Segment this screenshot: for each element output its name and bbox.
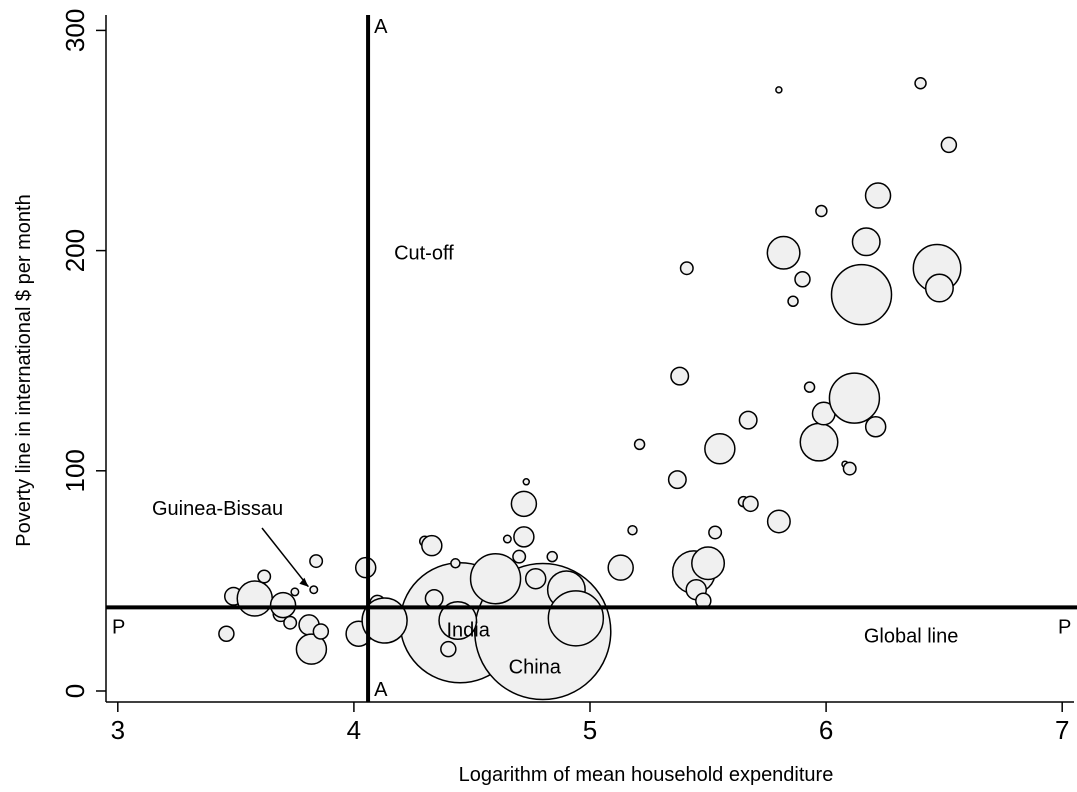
y-axis-title: Poverty line in international $ per mont…: [13, 194, 35, 546]
bubble-point: [794, 270, 811, 288]
bubble-point: [450, 558, 461, 569]
bubble-label-india: India: [446, 620, 490, 642]
bubble-point: [513, 526, 535, 548]
bubble-point: [766, 235, 801, 270]
bubble-point: [914, 77, 927, 90]
x-tick-label: 4: [347, 715, 361, 745]
bubble-point: [842, 461, 857, 476]
cutoff-annotation: Cut-off: [394, 242, 454, 264]
bubble-point: [815, 204, 828, 218]
bubble-point: [667, 470, 687, 490]
x-tick-label: 5: [583, 715, 597, 745]
bubble-point: [312, 623, 330, 640]
bubble-point: [269, 591, 297, 619]
x-tick-label: 3: [111, 715, 125, 745]
bubble-point: [864, 182, 892, 209]
bubble-label-china: China: [509, 657, 562, 679]
y-tick-label: 0: [60, 684, 90, 698]
bubble-point: [295, 633, 328, 665]
bubble-point: [607, 554, 634, 581]
bubble-point: [738, 410, 758, 430]
bubble-point: [742, 495, 759, 513]
bubble-point: [502, 534, 512, 544]
bubble-point: [787, 295, 799, 307]
global-label-left: P: [112, 616, 125, 638]
bubble-point: [775, 86, 783, 94]
y-tick-label: 100: [60, 449, 90, 492]
bubble-point: [438, 601, 478, 641]
axes: 3 4 5 6 7 0 100 200 300 Logarithm of mean househo…: [13, 9, 1074, 786]
bubble-layer: [218, 77, 962, 701]
bubble-point: [799, 422, 839, 462]
bubble-point: [679, 261, 694, 276]
bubble-point: [851, 227, 881, 257]
bubble-point: [830, 263, 893, 326]
annotation-arrow-head: [299, 577, 309, 587]
bubble-point: [354, 556, 377, 579]
reference-lines: [106, 15, 1077, 702]
y-tick-label: 200: [60, 229, 90, 272]
bubble-point: [290, 587, 300, 597]
global-annotation: Global line: [864, 625, 959, 647]
bubble-point: [512, 549, 527, 564]
bubble-point: [546, 550, 558, 563]
annotation-arrow-line: [261, 527, 309, 588]
bubble-point: [803, 381, 816, 393]
guinea-bissau-label: Guinea-Bissau: [152, 498, 283, 520]
bubble-point: [510, 490, 538, 518]
annotations: India China A A Cut-off P P Global line Guinea-B…: [112, 16, 1071, 701]
cutoff-label-top: A: [374, 16, 388, 38]
bubble-point: [766, 509, 791, 534]
bubble-point: [627, 525, 638, 536]
bubble-point: [828, 372, 881, 424]
x-tick-label: 7: [1055, 715, 1069, 745]
bubble-point: [691, 546, 726, 581]
y-tick-label: 300: [60, 9, 90, 52]
x-tick-label: 6: [819, 715, 833, 745]
bubble-point: [524, 567, 547, 590]
bubble-point: [633, 438, 646, 451]
bubble-point: [704, 433, 736, 465]
bubble-point: [421, 534, 443, 557]
global-label-right: P: [1058, 616, 1071, 638]
bubble-point: [940, 136, 958, 154]
bubble-point: [309, 554, 324, 569]
bubble-point: [309, 585, 319, 595]
bubble-point: [522, 478, 531, 486]
bubble-point: [218, 625, 235, 642]
bubble-point: [864, 416, 887, 438]
bubble-point: [283, 615, 298, 630]
cutoff-label-bottom: A: [374, 679, 388, 701]
x-axis-title: Logarithm of mean household expenditure: [459, 764, 834, 786]
bubble-point: [469, 552, 522, 605]
bubble-point: [440, 640, 457, 658]
bubble-point: [547, 590, 605, 647]
bubble-point: [257, 569, 272, 584]
bubble-point: [424, 589, 444, 609]
bubble-point: [924, 273, 954, 303]
bubble-point: [708, 525, 723, 540]
bubble-point: [236, 580, 273, 617]
bubble-point: [670, 366, 690, 386]
